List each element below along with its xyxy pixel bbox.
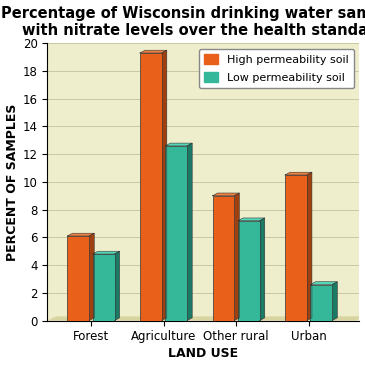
Polygon shape xyxy=(115,251,120,321)
X-axis label: LAND USE: LAND USE xyxy=(168,347,238,361)
Polygon shape xyxy=(93,251,120,254)
Bar xyxy=(140,53,162,321)
Polygon shape xyxy=(234,193,239,321)
Y-axis label: PERCENT OF SAMPLES: PERCENT OF SAMPLES xyxy=(5,103,19,261)
Bar xyxy=(212,196,234,321)
Polygon shape xyxy=(260,218,265,321)
Polygon shape xyxy=(212,193,239,196)
Polygon shape xyxy=(68,233,94,236)
Polygon shape xyxy=(307,172,312,321)
Polygon shape xyxy=(162,50,167,321)
Bar xyxy=(285,175,307,321)
Bar xyxy=(311,284,332,321)
Polygon shape xyxy=(311,282,337,284)
Polygon shape xyxy=(165,143,192,146)
Bar xyxy=(238,221,260,321)
Polygon shape xyxy=(89,233,94,321)
Title: Percentage of Wisconsin drinking water samples
with nitrate levels over the heal: Percentage of Wisconsin drinking water s… xyxy=(1,5,365,38)
Polygon shape xyxy=(187,143,192,321)
Legend: High permeability soil, Low permeability soil: High permeability soil, Low permeability… xyxy=(199,49,354,88)
Bar xyxy=(68,236,89,321)
Polygon shape xyxy=(140,50,167,53)
Polygon shape xyxy=(285,172,312,175)
Bar xyxy=(165,146,187,321)
Bar xyxy=(93,254,115,321)
Polygon shape xyxy=(238,218,265,221)
Polygon shape xyxy=(47,316,365,321)
Polygon shape xyxy=(332,282,337,321)
